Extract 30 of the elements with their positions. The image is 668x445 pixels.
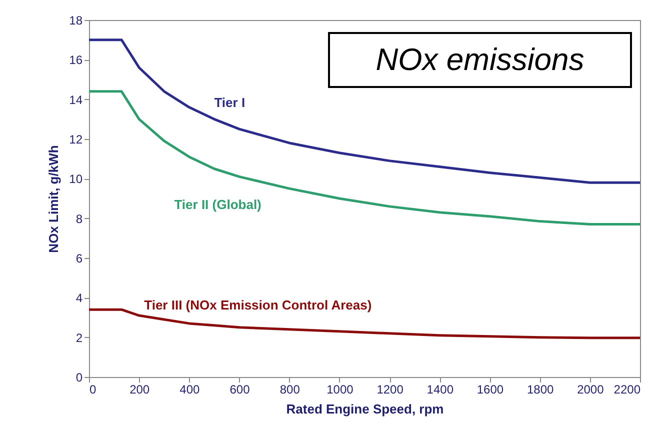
series-label: Tier I <box>214 95 246 110</box>
y-tick-label: 0 <box>76 370 83 384</box>
x-tick-label: 1400 <box>426 382 454 396</box>
x-tick-label: 400 <box>180 382 200 396</box>
x-tick-label: 1200 <box>376 382 404 396</box>
x-axis-title: Rated Engine Speed, rpm <box>286 402 444 416</box>
y-tick-label: 8 <box>76 212 83 226</box>
x-tick-label: 600 <box>230 382 250 396</box>
series-label: Tier III (NOx Emission Control Areas) <box>144 297 372 312</box>
y-tick-label: 16 <box>69 53 83 68</box>
y-tick-label: 2 <box>76 330 83 345</box>
y-tick-label: 18 <box>69 14 83 28</box>
series-label: Tier II (Global) <box>174 196 262 212</box>
y-tick-label: 12 <box>69 132 83 146</box>
text: NOx emissions <box>328 32 632 88</box>
y-axis-title: NOx Limit, g/kWh <box>46 145 62 253</box>
x-tick-label: 800 <box>280 382 300 396</box>
y-tick-label: 14 <box>69 92 83 107</box>
x-tick-label: 1600 <box>476 382 504 396</box>
line-series <box>88 90 642 226</box>
x-tick-label: 2000 <box>577 382 604 396</box>
line-series <box>88 38 642 184</box>
y-tick-label: 4 <box>76 291 83 306</box>
x-tick-label: 1800 <box>526 382 554 396</box>
x-tick-label: 0 <box>90 382 96 396</box>
x-tick-label: 200 <box>130 382 150 396</box>
x-tick-label: 2200 <box>614 382 641 396</box>
y-tick-label: 10 <box>69 172 83 186</box>
x-tick-label: 1000 <box>326 382 354 396</box>
y-tick-label: 6 <box>76 252 83 266</box>
